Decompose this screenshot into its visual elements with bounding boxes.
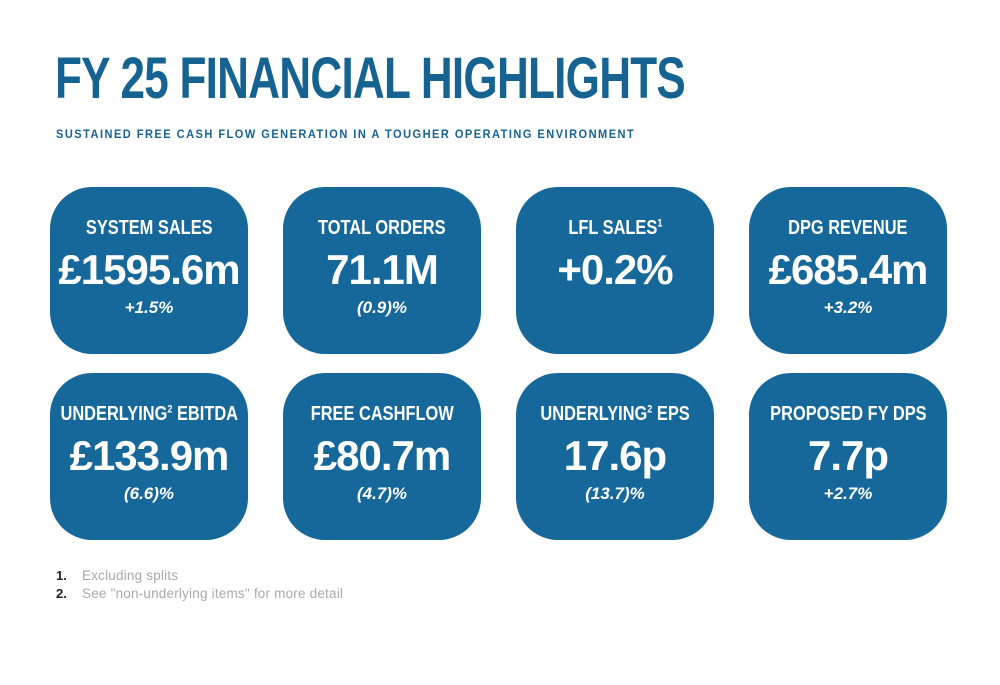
kpi-label: SYSTEM SALES bbox=[86, 217, 213, 239]
page-subtitle: SUSTAINED FREE CASH FLOW GENERATION IN A… bbox=[56, 127, 636, 141]
kpi-value: 71.1M bbox=[326, 245, 439, 293]
kpi-card-underlying-eps: UNDERLYING2 EPS 17.6p (13.7)% bbox=[516, 373, 714, 540]
kpi-value: £1595.6m bbox=[58, 245, 240, 293]
footnote-text: Excluding splits bbox=[82, 568, 179, 583]
kpi-card-underlying-ebitda: UNDERLYING2 EBITDA £133.9m (6.6)% bbox=[50, 373, 248, 540]
kpi-label-text: PROPOSED FY DPS bbox=[769, 402, 927, 425]
kpi-label-text: SYSTEM SALES bbox=[85, 216, 213, 239]
kpi-change: (13.7)% bbox=[585, 483, 645, 503]
kpi-label: TOTAL ORDERS bbox=[318, 217, 446, 239]
kpi-value: 17.6p bbox=[563, 431, 667, 479]
kpi-value: £133.9m bbox=[69, 431, 230, 479]
kpi-card-lfl-sales: LFL SALES1 +0.2% bbox=[516, 187, 714, 354]
kpi-change: (4.7)% bbox=[356, 483, 408, 503]
kpi-label: UNDERLYING2 EPS bbox=[540, 403, 689, 425]
kpi-label-superscript: 2 bbox=[647, 403, 653, 416]
kpi-label: UNDERLYING2 EBITDA bbox=[60, 403, 238, 425]
kpi-label-text: UNDERLYING bbox=[540, 402, 648, 425]
kpi-value: +0.2% bbox=[557, 245, 673, 293]
kpi-label: FREE CASHFLOW bbox=[310, 403, 453, 425]
footnote-number: 1. bbox=[56, 568, 67, 583]
kpi-label-text: FREE CASHFLOW bbox=[310, 402, 454, 425]
kpi-value: 7.7p bbox=[807, 431, 889, 479]
kpi-card-total-orders: TOTAL ORDERS 71.1M (0.9)% bbox=[283, 187, 481, 354]
kpi-label: PROPOSED FY DPS bbox=[770, 403, 926, 425]
kpi-label-text: UNDERLYING bbox=[60, 402, 168, 425]
kpi-label-superscript: 1 bbox=[656, 217, 663, 230]
kpi-label: LFL SALES1 bbox=[568, 217, 662, 239]
footnote-text: See "non-underlying items" for more deta… bbox=[82, 586, 344, 601]
kpi-card-system-sales: SYSTEM SALES £1595.6m +1.5% bbox=[50, 187, 248, 354]
kpi-label-superscript: 2 bbox=[167, 403, 173, 416]
kpi-card-dpg-revenue: DPG REVENUE £685.4m +3.2% bbox=[749, 187, 947, 354]
kpi-label-suffix: EBITDA bbox=[172, 402, 238, 425]
kpi-label-suffix: EPS bbox=[652, 402, 690, 425]
footnote-2: 2. See "non-underlying items" for more d… bbox=[56, 586, 343, 601]
kpi-label: DPG REVENUE bbox=[788, 217, 907, 239]
footnote-number: 2. bbox=[56, 586, 67, 601]
kpi-change: +2.7% bbox=[823, 483, 873, 503]
kpi-card-grid: SYSTEM SALES £1595.6m +1.5% TOTAL ORDERS… bbox=[50, 187, 947, 540]
kpi-change: +3.2% bbox=[823, 297, 873, 317]
kpi-value: £685.4m bbox=[768, 245, 929, 293]
kpi-change: +1.5% bbox=[124, 297, 174, 317]
kpi-card-free-cashflow: FREE CASHFLOW £80.7m (4.7)% bbox=[283, 373, 481, 540]
kpi-change: (0.9)% bbox=[356, 297, 408, 317]
kpi-label-text: TOTAL ORDERS bbox=[318, 216, 446, 239]
page-title: FY 25 FINANCIAL HIGHLIGHTS bbox=[55, 46, 686, 111]
kpi-value: £80.7m bbox=[313, 431, 451, 479]
kpi-change: (6.6)% bbox=[123, 483, 175, 503]
footnote-1: 1. Excluding splits bbox=[56, 568, 343, 583]
footnotes: 1. Excluding splits 2. See "non-underlyi… bbox=[56, 568, 343, 604]
kpi-label-text: LFL SALES bbox=[567, 216, 657, 239]
kpi-card-proposed-fy-dps: PROPOSED FY DPS 7.7p +2.7% bbox=[749, 373, 947, 540]
kpi-label-text: DPG REVENUE bbox=[788, 216, 908, 239]
